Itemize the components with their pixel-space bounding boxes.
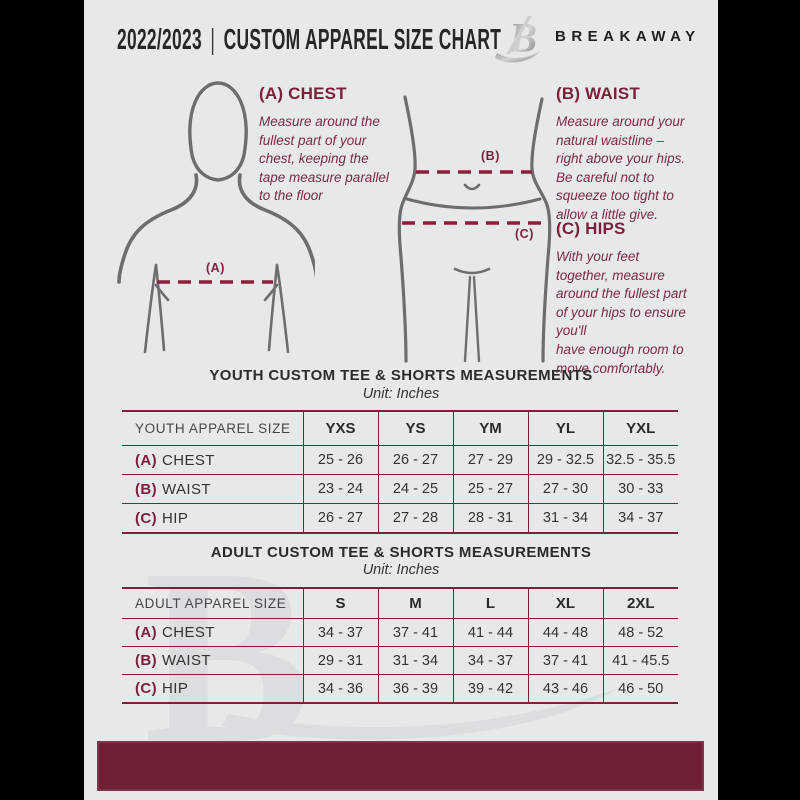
table-row: (A) CHEST 25 - 26 26 - 27 27 - 29 29 - 32… [122,445,678,475]
table-header-row: YOUTH APPAREL SIZE YXS YS YM YL YXL [122,411,678,446]
cell-value: 31 - 34 [377,646,453,675]
table-row: (A) CHEST 34 - 37 37 - 41 41 - 44 44 - 48… [122,618,678,647]
cell-value: 39 - 42 [452,674,528,703]
cell-value: 32.5 - 35.5 [602,445,678,475]
cell-value: 34 - 37 [602,503,678,533]
youth-size-table: YOUTH APPAREL SIZE YXS YS YM YL YXL (A) C… [122,410,678,534]
footer-bar [97,741,704,791]
cell-value: 34 - 37 [302,618,378,647]
adult-table-title: ADULT CUSTOM TEE & SHORTS MEASUREMENTS [210,544,592,561]
cell-value: 34 - 37 [452,646,528,675]
chest-measurement-figure [117,81,315,354]
size-header: L [452,588,528,619]
youth-table-title: YOUTH CUSTOM TEE & SHORTS MEASUREMENTS [209,367,593,384]
breakaway-logo-icon: B [495,16,541,63]
table-row: (B) WAIST 23 - 24 24 - 25 25 - 27 27 - 30… [122,474,678,504]
title-year: 2022/2023 [117,24,202,56]
section-waist-body: Measure around your natural waistline – … [556,114,686,222]
cell-value: 25 - 26 [302,445,378,475]
size-header: S [302,588,378,619]
row-label: HIP [162,680,189,697]
cell-value: 48 - 52 [602,618,678,647]
youth-header-col: YOUTH APPAREL SIZE [135,421,291,436]
row-prefix: (C) [135,509,158,527]
figure-label-chest: (A) [206,261,225,275]
section-waist-heading: (B) WAIST [556,84,640,103]
section-hips-body: With your feet together, measure around … [556,249,687,376]
figure-label-waist: (B) [481,149,500,163]
size-header: YL [527,411,603,446]
size-header: YM [452,411,528,446]
table-row: (C) HIP 26 - 27 27 - 28 28 - 31 31 - 34 3… [122,503,678,533]
row-label: WAIST [162,652,211,669]
cell-value: 41 - 45.5 [602,646,678,675]
cell-value: 27 - 30 [527,474,603,504]
cell-value: 30 - 33 [602,474,678,504]
cell-value: 27 - 28 [377,503,453,533]
table-header-row: ADULT APPAREL SIZE S M L XL 2XL [122,588,678,619]
section-chest-body: Measure around the fullest part of your … [259,114,389,204]
cell-value: 31 - 34 [527,503,603,533]
size-header: YS [377,411,453,446]
row-prefix: (B) [135,652,158,669]
cell-value: 23 - 24 [302,474,378,504]
figure-label-hip: (C) [515,227,534,241]
watermark-swoosh [222,688,620,740]
row-prefix: (A) [135,624,158,641]
title-main: CUSTOM APPAREL SIZE CHART [223,24,502,56]
cell-value: 24 - 25 [377,474,453,504]
cell-value: 26 - 27 [302,503,378,533]
section-hips-heading: (C) HIPS [556,219,626,238]
cell-value: 29 - 32.5 [527,445,603,475]
youth-table-unit: Unit: Inches [362,386,440,402]
row-label: CHEST [162,451,215,469]
svg-text:B: B [508,16,537,62]
adult-table-unit: Unit: Inches [362,562,440,578]
cell-value: 36 - 39 [377,674,453,703]
row-label: WAIST [162,480,211,498]
row-label: HIP [162,509,189,527]
adult-header-col: ADULT APPAREL SIZE [135,596,287,611]
cell-value: 28 - 31 [452,503,528,533]
table-row: (B) WAIST 29 - 31 31 - 34 34 - 37 37 - 41… [122,646,678,675]
section-waist: (B) WAIST Measure around your natural wa… [556,84,731,225]
section-chest-heading: (A) CHEST [259,84,347,103]
cell-value: 27 - 29 [452,445,528,475]
cell-value: 43 - 46 [527,674,603,703]
cell-value: 44 - 48 [527,618,603,647]
section-hips: (C) HIPS With your feet together, measur… [556,219,731,378]
adult-size-table: ADULT APPAREL SIZE S M L XL 2XL (A) CHEST… [122,587,678,704]
cell-value: 37 - 41 [527,646,603,675]
size-header: YXL [602,411,678,446]
cell-value: 46 - 50 [602,674,678,703]
size-header: 2XL [602,588,678,619]
brand-wordmark: BREAKAWAY [555,28,701,45]
size-chart-page: B 2022/2023 | CUSTOM APPAREL SIZE CHART B … [84,0,718,800]
size-header: XL [527,588,603,619]
cell-value: 37 - 41 [377,618,453,647]
cell-value: 25 - 27 [452,474,528,504]
cell-value: 26 - 27 [377,445,453,475]
page-title: 2022/2023 | CUSTOM APPAREL SIZE CHART [117,24,501,57]
cell-value: 34 - 36 [302,674,378,703]
cell-value: 29 - 31 [302,646,378,675]
size-header: YXS [302,411,378,446]
row-label: CHEST [162,624,215,641]
row-prefix: (B) [135,480,158,498]
table-row: (C) HIP 34 - 36 36 - 39 39 - 42 43 - 46 4… [122,674,678,703]
waist-hip-measurement-figure [397,95,552,363]
size-header: M [377,588,453,619]
title-separator: | [210,24,216,56]
cell-value: 41 - 44 [452,618,528,647]
row-prefix: (A) [135,451,158,469]
row-prefix: (C) [135,680,158,697]
section-chest: (A) CHEST Measure around the fullest par… [259,84,434,206]
